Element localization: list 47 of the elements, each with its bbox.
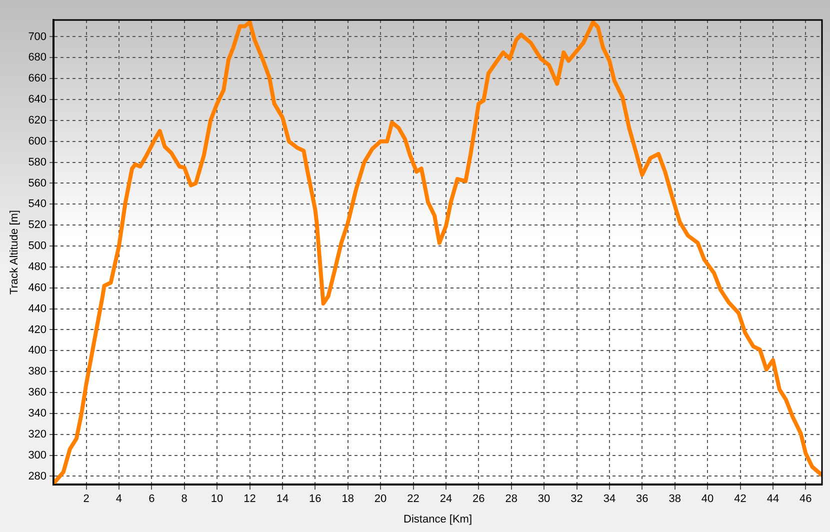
y-tick-label: 420: [28, 324, 47, 336]
x-tick-label: 10: [210, 493, 224, 506]
x-tick-label: 34: [603, 493, 616, 506]
y-tick-label: 480: [28, 260, 47, 273]
y-axis-title: Track Altitude [m]: [8, 210, 21, 295]
y-tick-label: 360: [28, 386, 47, 399]
y-tick-label: 540: [28, 198, 47, 210]
x-tick-label: 42: [734, 493, 746, 506]
y-tick-label: 640: [28, 94, 47, 106]
x-tick-label: 14: [276, 493, 289, 506]
y-tick-label: 560: [28, 177, 47, 190]
y-tick-label: 380: [28, 366, 47, 378]
y-tick-label: 460: [28, 282, 47, 294]
x-axis-title: Distance [Km]: [404, 513, 472, 526]
y-tick-label: 280: [28, 470, 47, 482]
y-tick-label: 320: [28, 428, 47, 440]
y-tick-label: 300: [28, 449, 47, 462]
x-tick-label: 36: [636, 493, 648, 506]
x-tick-label: 6: [148, 493, 155, 506]
y-tick-label: 600: [28, 135, 47, 148]
x-tick-label: 20: [374, 493, 387, 506]
y-tick-label: 520: [28, 219, 47, 232]
y-tick-label: 680: [28, 52, 47, 64]
x-tick-label: 2: [83, 493, 90, 506]
x-tick-label: 12: [244, 493, 256, 506]
y-tick-label: 620: [28, 114, 47, 126]
y-tick-label: 340: [28, 407, 47, 420]
y-tick-label: 660: [28, 72, 47, 85]
x-tick-label: 8: [181, 493, 188, 506]
x-tick-label: 26: [472, 493, 485, 506]
x-tick-label: 4: [116, 493, 122, 506]
x-tick-label: 16: [309, 493, 322, 506]
x-tick-label: 24: [440, 493, 452, 506]
x-tick-label: 40: [701, 493, 714, 506]
x-tick-label: 30: [538, 493, 550, 506]
x-tick-label: 32: [570, 493, 583, 506]
x-tick-label: 28: [505, 493, 518, 506]
x-tick-label: 38: [668, 493, 681, 506]
y-tick-label: 500: [28, 240, 47, 252]
y-tick-label: 700: [28, 30, 47, 43]
x-tick-label: 18: [342, 493, 354, 506]
y-tick-label: 580: [28, 156, 47, 168]
y-tick-label: 400: [28, 344, 47, 357]
x-tick-label: 44: [766, 493, 780, 506]
x-tick-label: 22: [407, 493, 420, 506]
y-tick-label: 440: [28, 302, 47, 315]
x-tick-label: 46: [800, 493, 812, 506]
